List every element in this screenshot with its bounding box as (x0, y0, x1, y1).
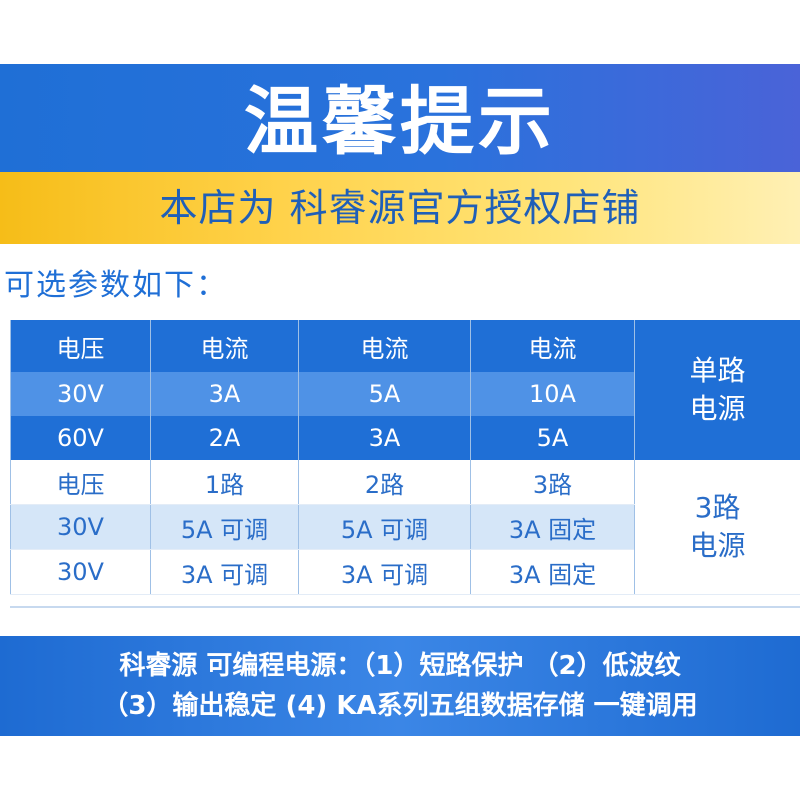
table-cell: 1路 (150, 460, 299, 505)
table-cell: 5A (470, 416, 635, 460)
header-banner: 温馨提示 本店为 科睿源官方授权店铺 (0, 64, 800, 244)
table-cell: 3路 (470, 460, 635, 505)
table-cell: 3A 固定 (470, 504, 635, 550)
table-cell: 2A (150, 416, 299, 460)
table-row: 60V 2A 3A 5A (10, 416, 800, 460)
table-cell: 30V (10, 549, 151, 595)
three-channel-label-line2: 电源 (689, 529, 746, 562)
three-channel-label-line1: 3路 (694, 491, 741, 524)
table-row: 电压 电流 电流 电流 单路 电源 (10, 320, 800, 460)
spec-table: 电压 电流 电流 电流 单路 电源 30V 3A 5A 10A 60V 2A 3… (10, 320, 800, 595)
table-row: 30V 3A 可调 3A 可调 3A 固定 (10, 549, 800, 595)
table-cell: 5A 可调 (298, 504, 471, 550)
table-cell: 电流 (298, 320, 471, 372)
table-divider (10, 606, 800, 608)
table-cell: 3A 可调 (150, 549, 299, 595)
banner-subtitle-strip: 本店为 科睿源官方授权店铺 (0, 172, 800, 244)
table-cell: 3A (298, 416, 471, 460)
table-cell: 电压 (10, 460, 151, 505)
table-cell: 2路 (298, 460, 471, 505)
table-cell: 电压 (10, 320, 151, 372)
table-cell: 3A (150, 372, 299, 416)
params-heading: 可选参数如下： (4, 268, 228, 303)
table-cell: 电流 (470, 320, 635, 372)
table-cell: 30V (10, 504, 151, 550)
table-cell: 5A (298, 372, 471, 416)
table-cell: 3A 固定 (470, 549, 635, 595)
banner-subtitle: 本店为 科睿源官方授权店铺 (159, 186, 641, 230)
banner-title: 温馨提示 (244, 79, 556, 165)
single-channel-label-line2: 电源 (689, 392, 746, 425)
feature-footer: 科睿源 可编程电源：（1）短路保护 （2）低波纹 （3）输出稳定 (4) KA系… (0, 636, 800, 736)
feature-line-1: 科睿源 可编程电源：（1）短路保护 （2）低波纹 (119, 651, 681, 681)
table-row: 30V 3A 5A 10A (10, 372, 800, 416)
feature-line-2: （3）输出稳定 (4) KA系列五组数据存储 一键调用 (102, 691, 698, 721)
table-cell: 60V (10, 416, 151, 460)
table-cell: 10A (470, 372, 635, 416)
single-channel-label: 单路 电源 (634, 320, 800, 460)
single-channel-label-line1: 单路 (689, 354, 746, 387)
table-row: 电压 1路 2路 3路 3路 电源 (10, 460, 800, 595)
table-row: 30V 5A 可调 5A 可调 3A 固定 (10, 504, 800, 550)
table-cell: 3A 可调 (298, 549, 471, 595)
three-channel-label: 3路 电源 (634, 460, 800, 595)
table-cell: 5A 可调 (150, 504, 299, 550)
table-cell: 电流 (150, 320, 299, 372)
table-cell: 30V (10, 372, 151, 416)
